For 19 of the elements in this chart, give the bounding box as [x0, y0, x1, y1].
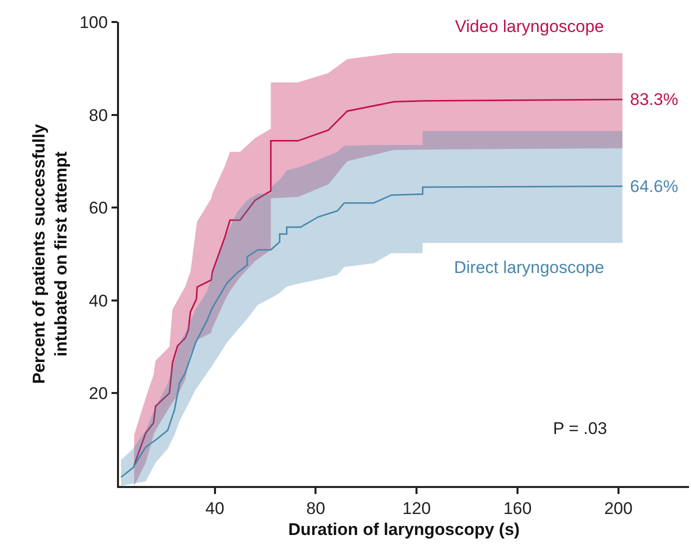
y-tick-label: 80 — [88, 106, 108, 125]
text: Direct laryngoscope — [454, 258, 604, 277]
y-tick-label: 60 — [88, 198, 108, 218]
x-tick-label: 120 — [402, 499, 431, 518]
y-axis-title: Percent of patients successfully intubated on first attempt — [29, 124, 71, 384]
text: Video laryngoscope — [455, 17, 604, 36]
x-tick-label: 80 — [306, 499, 326, 518]
x-tick-label: 40 — [205, 499, 224, 518]
line-series — [120, 186, 624, 478]
line-series — [133, 98, 624, 466]
data-label: 64.6% — [630, 177, 678, 196]
x-tick-label: 160 — [503, 499, 532, 518]
y-tick-label: 100 — [79, 12, 108, 32]
y-tick-label: 20 — [88, 384, 108, 404]
annotation: P = .03 — [553, 419, 608, 438]
x-tick-label: 200 — [604, 499, 633, 518]
y-tick-label: 40 — [88, 291, 108, 310]
data-label: 83.3% — [630, 90, 678, 109]
x-axis-title: Duration of laryngoscopy (s) — [288, 520, 520, 540]
